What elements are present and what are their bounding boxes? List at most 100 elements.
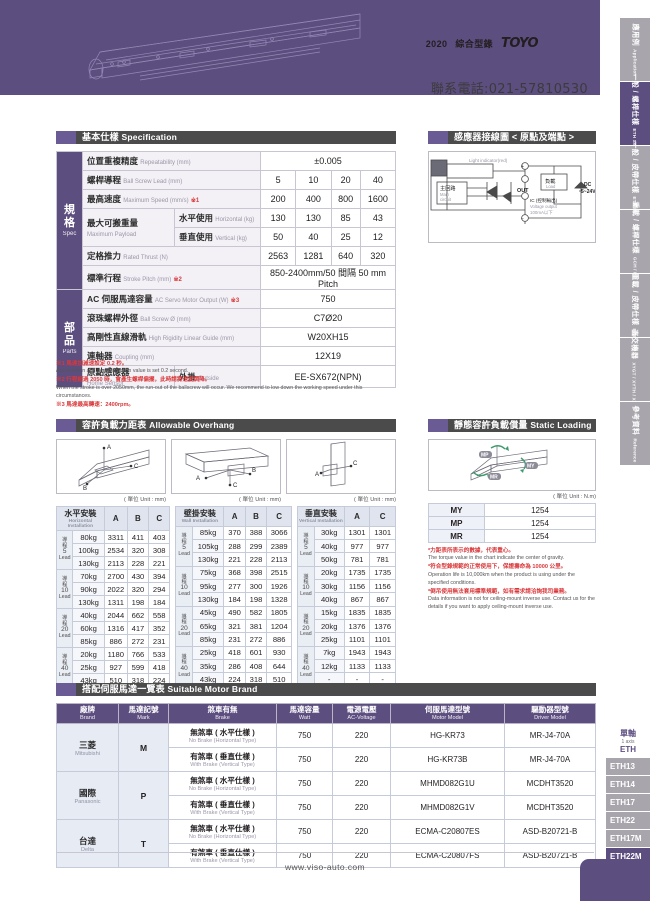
sidebar-tab-application[interactable]: 應用例 Application xyxy=(620,18,650,82)
driver-model: ASD-B20721-B xyxy=(504,819,596,845)
value-c: 1101 xyxy=(369,632,396,647)
spec-value-thrust-2: 640 xyxy=(330,246,361,266)
payload: 85kg xyxy=(191,525,225,540)
svg-text:Light indicator(red): Light indicator(red) xyxy=(469,158,508,163)
moment-value-mp: 1254 xyxy=(484,516,596,530)
value-b: 582 xyxy=(244,605,268,621)
footnote-ref: ※3 xyxy=(230,298,240,304)
motor-model: MHMD082G1U xyxy=(390,771,505,797)
sidebar-tab-ecb[interactable]: 重載 / 皮帶仕樣 ECB xyxy=(620,273,650,338)
sidebar-tab-gch-ech[interactable]: 重載 / 螺桿仕樣 GCH / ECH xyxy=(620,201,650,282)
value-a: 1316 xyxy=(103,621,128,635)
svg-text:5~24V: 5~24V xyxy=(581,189,595,195)
static-moment-notes: *力距表所表示的數據，代表重心。 The torque value in the… xyxy=(428,547,596,612)
overhang-table-vertical: 垂直安裝 Vertical Installation A C 導程 5 Lead 3… xyxy=(297,506,396,688)
payload: 85kg xyxy=(72,634,105,648)
value-b: 300 xyxy=(244,578,268,594)
static-moment-table: MY 1254 MP 1254 MR 1254 xyxy=(428,503,596,543)
payload: 7kg xyxy=(313,645,345,661)
spec-label-stroke: 標準行程 Stroke Pitch (mm) ※2 xyxy=(82,265,261,290)
value-c: 2389 xyxy=(266,538,293,554)
value-a: 927 xyxy=(103,660,128,674)
static-moment-unit-note: ( 單位 Unit : N.m) xyxy=(553,494,596,500)
value-a: 867 xyxy=(343,592,371,607)
svg-text:MY: MY xyxy=(527,464,535,470)
value-c: 1204 xyxy=(266,619,293,634)
sidebar-tab-eth-series[interactable]: 一般 / 螺桿仕樣 ETH Series xyxy=(620,73,650,154)
col-a: A xyxy=(343,506,371,527)
svg-text:A: A xyxy=(315,472,319,478)
value-c: 2113 xyxy=(266,552,293,567)
voltage: 220 xyxy=(332,723,391,749)
overhang-section-header: 容許負載力距表 Allowable Overhang xyxy=(56,419,396,432)
table-row: 90kg 2022 320 294 xyxy=(57,582,171,596)
payload: 30kg xyxy=(313,525,345,540)
watt: 750 xyxy=(276,819,333,845)
col-motor-model: 伺服馬達型號 Motor Model xyxy=(390,702,505,725)
sidebar-tab-xy-series[interactable]: 直交機器 XYGT / XYTH / XYTB xyxy=(620,329,650,410)
table-row: 導程 40 Lead 7kg 1943 1943 xyxy=(297,645,396,688)
sidebar-tab-reference[interactable]: 參考資料 Reference xyxy=(620,402,650,466)
table-row: 台達 Delta T 無煞車 ( 水平仕樣 ) No Brake (Horizo… xyxy=(56,819,596,869)
value-a: 1311 xyxy=(103,595,128,609)
table-row: 最高速度 Maximum Speed (mm/s) ※1 200 400 800… xyxy=(57,189,397,209)
spec-value-speed-2: 800 xyxy=(330,189,361,209)
value-b: 198 xyxy=(244,592,268,607)
svg-text:C: C xyxy=(233,483,238,489)
table-row: 滾珠螺桿外徑 Ball Screw Ø (mm) C7Ø20 xyxy=(57,308,396,328)
lead-group-5: 導程 5 Lead xyxy=(55,530,74,570)
motor-model: HG-KR73 xyxy=(390,723,505,749)
value-a: 490 xyxy=(223,605,246,621)
value-a: 1180 xyxy=(103,647,128,661)
table-row: 105kg 288 299 2389 xyxy=(176,538,293,554)
title-en: Allowable Overhang xyxy=(149,420,235,430)
payload: 130kg xyxy=(72,556,105,570)
svg-text:−: − xyxy=(521,216,524,222)
model-tab-eth22[interactable]: ETH22 xyxy=(606,812,650,830)
table-row: 導程 5 Lead 85kg 370 388 3066 xyxy=(175,525,293,567)
col-watt: 馬達容量 Watt xyxy=(276,702,333,725)
svg-text:C: C xyxy=(353,461,358,467)
sm-note-2-cn: *符合型錄規範的正常使用下，保證壽命為 10000 公里。 xyxy=(428,564,567,571)
voltage: 220 xyxy=(332,771,391,797)
svg-text:主回路: 主回路 xyxy=(440,184,456,192)
sm-note-1-cn: *力距表所表示的數據，代表重心。 xyxy=(428,548,515,554)
table-row: 12kg 1133 1133 xyxy=(298,659,396,674)
table-row: 導程 40 Lead 20kg 1180 766 533 xyxy=(55,647,171,687)
value-c: 781 xyxy=(369,552,396,567)
spec-value-lead-0: 5 xyxy=(259,170,297,190)
value-b: 320 xyxy=(126,582,150,596)
model-strip-title-cn: 單軸 xyxy=(620,729,636,738)
model-tab-eth14[interactable]: ETH14 xyxy=(606,776,650,794)
model-tab-eth17[interactable]: ETH17 xyxy=(606,794,650,812)
value-c: 558 xyxy=(148,608,171,622)
model-tab-eth17m[interactable]: ETH17M xyxy=(606,830,650,848)
specification-section: 基本仕樣 Specification 規格 Spec 位置重複精度 Repeat… xyxy=(56,131,397,388)
col-c: C xyxy=(369,506,396,527)
section-tab-strip: 應用例 Application 一般 / 螺桿仕樣 ETH Series 一般 … xyxy=(620,18,650,466)
value-a: 1835 xyxy=(343,605,371,621)
driver-model: MR-J4-70A xyxy=(504,747,596,773)
title-cn: 感應器接線圖 < 原點及端點 > xyxy=(454,132,575,142)
value-a: 418 xyxy=(223,645,246,661)
title-en: Sensor Layout xyxy=(454,145,516,155)
table-row: 最大可搬重量 Maximum Payload 水平使用 Horizontal (… xyxy=(57,208,397,247)
spec-value-ph-2: 85 xyxy=(330,208,361,228)
table-row: MP 1254 xyxy=(428,516,596,530)
overhang-tables: 水平安裝 Horizontal Installation A B C 導程 5 Le… xyxy=(55,506,396,688)
overhang-unit-note-2: ( 單位 Unit : mm) xyxy=(239,497,281,503)
sidebar-tab-etb-m[interactable]: 一般 / 皮帶仕樣 ETB / M xyxy=(620,141,650,214)
value-a: 1376 xyxy=(343,619,371,634)
mark-mitsubishi: M xyxy=(118,723,169,773)
footnote-ref: ※2 xyxy=(173,276,182,283)
table-row: MR 1254 xyxy=(428,529,596,543)
value-b: 599 xyxy=(126,660,150,674)
model-tab-eth13[interactable]: ETH13 xyxy=(606,758,650,776)
value-c: 403 xyxy=(148,530,171,544)
footer-corner-decoration xyxy=(580,859,650,901)
spec-value-lead-1: 10 xyxy=(295,170,332,190)
svg-text:C: C xyxy=(134,464,139,470)
table-row: 定格推力 Rated Thrust (N) 2563 1281 640 320 xyxy=(57,246,397,266)
lead-group-5: 導程 5 Lead xyxy=(297,525,315,567)
table-row: 導程 10 Lead 70kg 2700 430 394 xyxy=(55,569,171,609)
